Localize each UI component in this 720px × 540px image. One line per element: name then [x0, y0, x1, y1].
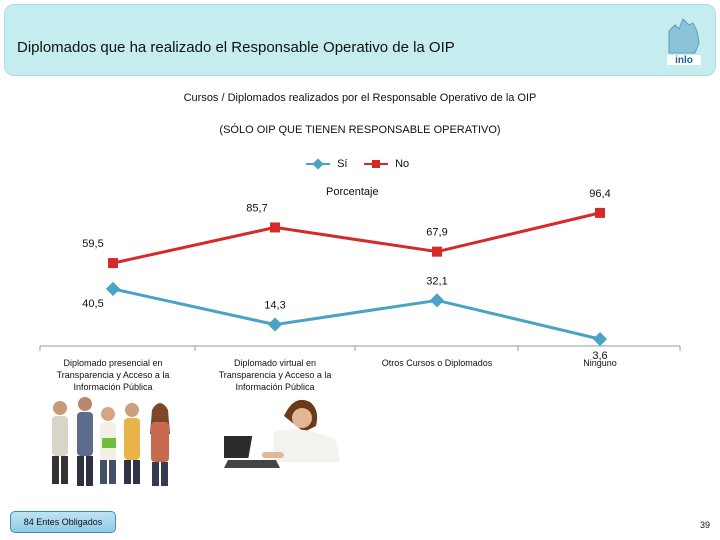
- logo-text: inlo: [675, 55, 693, 66]
- data-label-si: 32,1: [426, 275, 447, 287]
- institution-logo: inlo: [667, 18, 701, 66]
- data-label-si: 14,3: [264, 300, 285, 312]
- student-figure: [150, 403, 170, 486]
- student-figure: [124, 403, 140, 484]
- legend-marker-no: [364, 160, 388, 169]
- data-labels: 40,5 14,3 32,1 3,6 59,5 85,7 67,9 96,4: [82, 188, 610, 362]
- data-point-no: [108, 258, 118, 269]
- x-axis-ticks: [39, 346, 681, 351]
- legend-label-no: No: [395, 158, 410, 170]
- series-layer: [105, 207, 608, 347]
- data-label-no: 85,7: [246, 202, 267, 214]
- data-label-si: 40,5: [82, 298, 103, 310]
- data-point-no: [432, 246, 442, 257]
- student-figure: [77, 397, 93, 486]
- page-number: 39: [699, 520, 710, 530]
- data-label-no: 59,5: [82, 238, 103, 250]
- legend-label-si: Sí: [337, 158, 348, 170]
- category-label: Diplomado virtual en Transparencia y Acc…: [218, 358, 332, 392]
- series-line-si: [112, 287, 601, 341]
- data-point-si: [267, 317, 283, 332]
- unit-label: Porcentaje: [326, 186, 379, 198]
- data-point-si: [429, 293, 445, 308]
- category-label: Otros Cursos o Diplomados: [381, 358, 493, 368]
- data-label-no: 67,9: [426, 227, 447, 239]
- legend-marker-si: [306, 158, 330, 170]
- series-line-no: [112, 211, 601, 265]
- legend-item-si: Sí: [306, 158, 347, 170]
- data-point-no: [270, 222, 280, 233]
- chart-title: Cursos / Diplomados realizados por el Re…: [183, 92, 537, 104]
- category-label: Ninguno: [583, 358, 617, 368]
- data-point-no: [595, 207, 605, 218]
- data-point-si: [105, 281, 121, 296]
- header-banner: Diplomados que ha realizado el Responsab…: [4, 4, 716, 76]
- data-label-no: 96,4: [589, 188, 610, 200]
- data-point-si: [592, 332, 608, 347]
- page-title: Diplomados que ha realizado el Responsab…: [17, 39, 455, 56]
- category-label: Diplomado presencial en Transparencia y …: [56, 358, 170, 392]
- chart-subtitle: (SÓLO OIP QUE TIENEN RESPONSABLE OPERATI…: [219, 124, 501, 136]
- entities-badge: 84 Entes Obligados: [10, 511, 116, 533]
- students-photo: [52, 397, 170, 486]
- data-label-si: 3,6: [592, 350, 607, 362]
- laptop-girl-photo: [224, 399, 340, 468]
- student-figure: [52, 401, 68, 484]
- legend-item-no: No: [364, 158, 409, 170]
- student-figure: [100, 407, 116, 484]
